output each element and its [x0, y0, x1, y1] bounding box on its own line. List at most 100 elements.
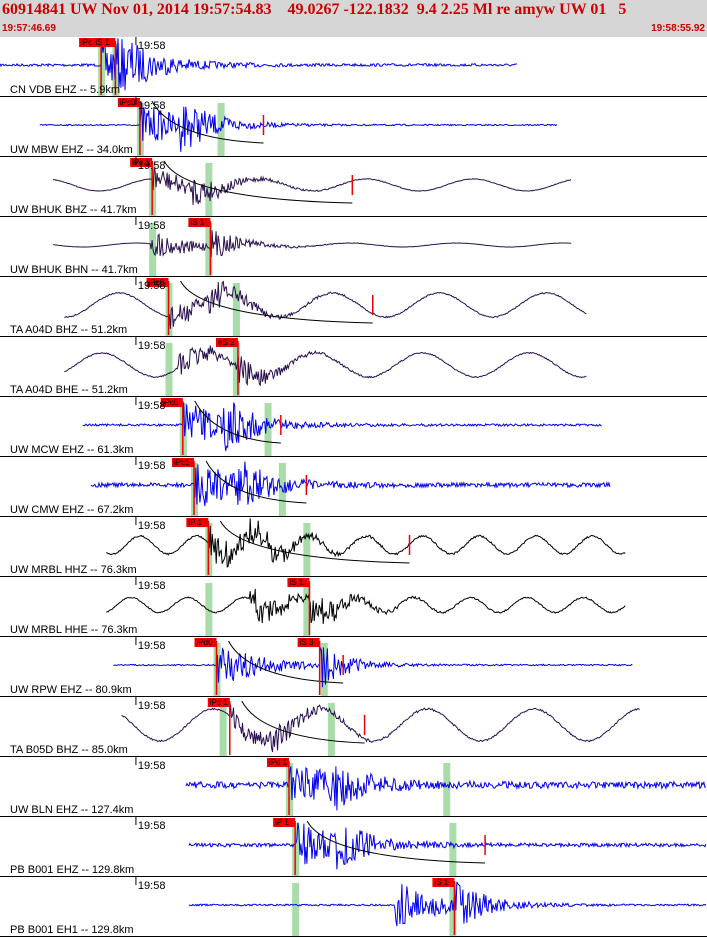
time-tick-label: 19:58: [138, 520, 166, 532]
theoretical-arrival-band: [303, 583, 311, 637]
waveform-trace: [185, 766, 707, 811]
event-header: 60914841 UW Nov 01, 2014 19:57:54.83 49.…: [0, 0, 707, 37]
time-tick-label: 19:58: [138, 820, 166, 832]
p-pick-label: iPc 1: [210, 698, 228, 707]
time-tick-label: 19:58: [138, 100, 166, 112]
p-pick-box[interactable]: [207, 698, 230, 707]
s-pick-box[interactable]: [287, 578, 310, 587]
waveform-trace: [188, 881, 707, 927]
s-pick-label: iS 1: [190, 218, 204, 227]
time-tick-label: 19:58: [138, 760, 166, 772]
waveform-trace: [90, 461, 611, 507]
traveltime-curve: [151, 100, 264, 144]
p-pick-box[interactable]: [79, 38, 102, 47]
station-label: UW MRBL HHE -- 76.3km: [10, 624, 137, 636]
waveform-trace: [188, 822, 707, 870]
traveltime-curve: [228, 640, 344, 684]
p-pick-label: iPd0: [197, 638, 214, 647]
p-pick-label: iP 1: [275, 818, 289, 827]
station-label: UW BHUK BHN -- 41.7km: [10, 264, 138, 276]
waveform-trace: [106, 518, 626, 568]
theoretical-arrival-band: [292, 883, 300, 937]
s-pick-label: iS 3: [300, 638, 314, 647]
theoretical-arrival-band: [219, 703, 227, 757]
p-pick-label: iPc 1: [132, 158, 150, 167]
waveform-trace: [53, 230, 572, 257]
theoretical-arrival-band: [303, 523, 311, 577]
s-pick-label: eS 2: [218, 338, 235, 347]
time-tick-label: 19:58: [138, 580, 166, 592]
station-label: UW BLN EHZ -- 127.4km: [10, 804, 133, 816]
p-pick-box[interactable]: [146, 278, 169, 287]
p-pick-label: iPd 1: [269, 758, 288, 767]
traveltime-curve: [194, 400, 281, 444]
waveform-trace: [82, 402, 602, 451]
traveltime-curve: [306, 820, 486, 864]
p-pick-box[interactable]: [186, 518, 209, 527]
station-label: UW CMW EHZ -- 67.2km: [10, 504, 133, 516]
time-tick-label: 19:58: [138, 340, 166, 352]
window-start-time: 19:57:46.69: [2, 23, 56, 34]
p-pick-label: iPc0: [149, 278, 165, 287]
p-pick-box[interactable]: [267, 758, 290, 767]
waveform-trace: [64, 280, 587, 329]
time-tick-label: 19:58: [138, 460, 166, 472]
station-label: TA A04D BHZ -- 51.2km: [10, 324, 127, 336]
traveltime-curve: [205, 460, 307, 504]
traveltime-curve: [241, 700, 365, 744]
s-pick-label: iS 1: [95, 38, 109, 47]
p-pick-label: iP 1: [188, 518, 202, 527]
event-title: 60914841 UW Nov 01, 2014 19:57:54.83 49.…: [2, 1, 627, 18]
waveform-trace: [113, 645, 633, 688]
station-label: UW MCW EHZ -- 61.3km: [10, 444, 133, 456]
station-label: PB B001 EH1 -- 129.8km: [10, 924, 134, 936]
time-tick-label: 19:58: [138, 400, 166, 412]
time-tick-label: 19:58: [138, 880, 166, 892]
waveform-trace: [39, 102, 558, 152]
theoretical-arrival-band: [165, 343, 173, 397]
p-pick-box[interactable]: [130, 158, 153, 167]
station-label: UW RPW EHZ -- 80.9km: [10, 684, 132, 696]
station-label: TA B05D BHZ -- 85.0km: [10, 744, 128, 756]
p-pick-box[interactable]: [160, 398, 183, 407]
theoretical-arrival-band: [264, 403, 272, 457]
station-label: PB B001 EHZ -- 129.8km: [10, 864, 134, 876]
theoretical-arrival-band: [327, 703, 335, 757]
station-label: UW MBW EHZ -- 34.0km: [10, 144, 133, 156]
time-tick-label: 19:58: [138, 160, 166, 172]
p-pick-box[interactable]: [273, 818, 296, 827]
station-label: TA A04D BHE -- 51.2km: [10, 384, 128, 396]
s-pick-box[interactable]: [297, 638, 320, 647]
s-pick-box[interactable]: [188, 218, 211, 227]
waveform-trace: [52, 168, 572, 205]
station-label: CN VDB EHZ -- 5.9km: [10, 84, 120, 96]
theoretical-arrival-band: [205, 163, 213, 217]
s-pick-box[interactable]: [432, 878, 455, 887]
waveform-trace: [106, 588, 626, 624]
p-pick-label: iPc0: [120, 98, 136, 107]
p-pick-label: iPc 1: [81, 38, 99, 47]
s-pick-box[interactable]: [93, 38, 116, 47]
p-pick-box[interactable]: [117, 98, 140, 107]
s-pick-box[interactable]: [215, 338, 238, 347]
theoretical-arrival-band: [232, 343, 240, 397]
s-pick-label: iS 1: [289, 578, 303, 587]
time-tick-label: 19:58: [138, 640, 166, 652]
waveform-trace: [121, 704, 640, 753]
p-pick-box[interactable]: [172, 458, 195, 467]
time-tick-label: 19:58: [138, 40, 166, 52]
theoretical-arrival-band: [443, 763, 451, 817]
window-end-time: 19:58:55.92: [651, 23, 705, 34]
s-pick-label: iS 1: [434, 878, 448, 887]
waveform-trace: [64, 345, 587, 387]
p-pick-box[interactable]: [194, 638, 217, 647]
time-tick-label: 19:58: [138, 220, 166, 232]
waveform-trace: [0, 38, 518, 91]
theoretical-arrival-band: [205, 223, 213, 277]
time-tick-label: 19:58: [138, 280, 166, 292]
traveltime-curve: [163, 160, 353, 204]
time-tick-label: 19:58: [138, 700, 166, 712]
station-label: UW MRBL HHZ -- 76.3km: [10, 564, 137, 576]
p-pick-label: iPc1: [174, 458, 190, 467]
